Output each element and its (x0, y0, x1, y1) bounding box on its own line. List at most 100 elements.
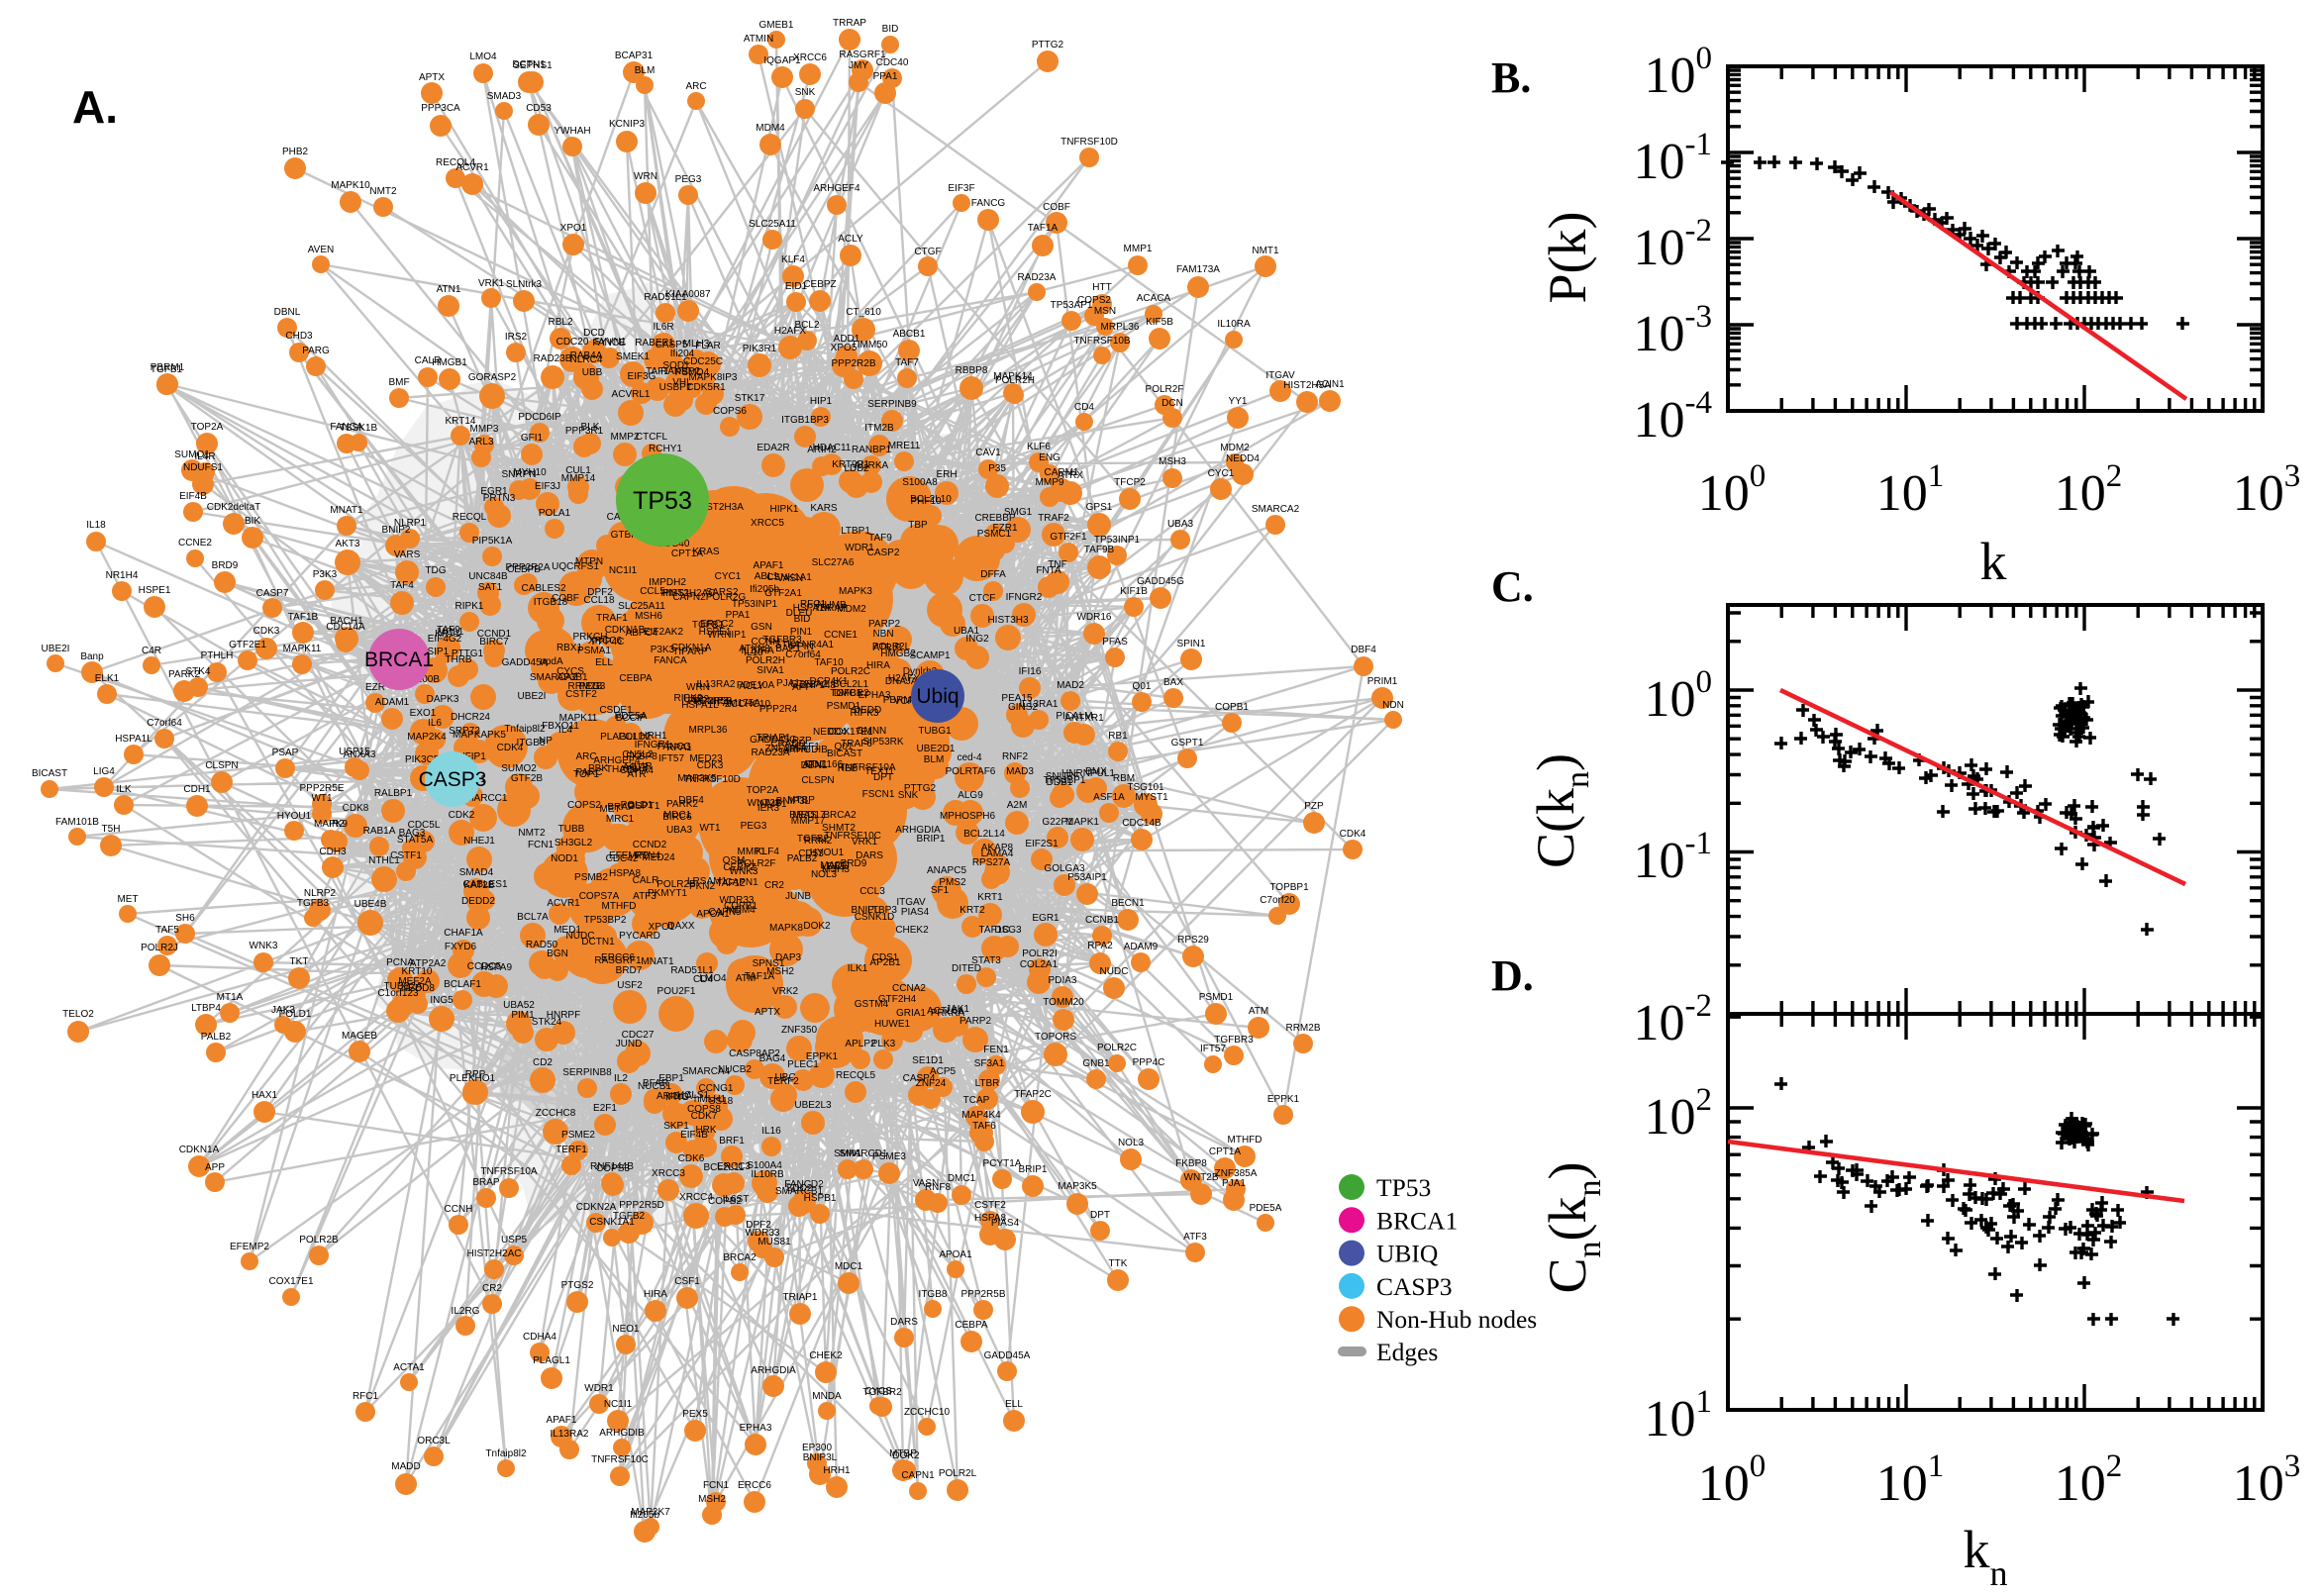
svg-text:npdA: npdA (540, 656, 563, 667)
svg-text:SLC27A6: SLC27A6 (812, 557, 855, 568)
svg-text:PPIN: PPIN (790, 642, 813, 652)
svg-text:EIF4G2: EIF4G2 (428, 634, 462, 645)
svg-text:PIAS4: PIAS4 (991, 1218, 1020, 1229)
svg-text:UBA1: UBA1 (954, 626, 980, 637)
svg-text:COPS2: COPS2 (567, 800, 601, 811)
svg-text:HYOU1: HYOU1 (810, 848, 845, 858)
svg-text:CCNG1: CCNG1 (698, 1083, 733, 1094)
svg-text:COPS2: COPS2 (1077, 295, 1111, 306)
svg-text:AKT3: AKT3 (335, 539, 359, 549)
svg-text:TAF6: TAF6 (972, 1121, 996, 1132)
svg-text:CCNA2: CCNA2 (892, 983, 926, 994)
svg-text:WRNIP1: WRNIP1 (708, 630, 747, 641)
svg-text:BRAP: BRAP (607, 802, 635, 813)
svg-text:POLRTAF6: POLRTAF6 (946, 766, 996, 777)
svg-text:RRM2: RRM2 (804, 836, 833, 847)
svg-text:USP2: USP2 (683, 694, 710, 705)
svg-text:TKT: TKT (290, 956, 309, 967)
svg-text:EGR1: EGR1 (480, 486, 508, 497)
svg-text:MLH3: MLH3 (683, 339, 710, 349)
svg-text:PIM1: PIM1 (511, 1010, 535, 1021)
svg-text:IL4: IL4 (558, 725, 572, 736)
svg-text:KRT9P1: KRT9P1 (832, 459, 869, 470)
svg-text:Ubiq: Ubiq (916, 685, 959, 708)
svg-text:DPT: DPT (873, 772, 893, 783)
svg-text:BAG3: BAG3 (399, 828, 426, 839)
svg-text:ATM: ATM (1249, 1006, 1268, 1017)
svg-text:VARS: VARS (394, 549, 421, 560)
svg-text:CD53: CD53 (798, 848, 824, 859)
svg-text:CN5L2: CN5L2 (622, 749, 654, 760)
svg-text:RFC1: RFC1 (353, 1391, 379, 1402)
svg-text:IFNGR1: IFNGR1 (635, 740, 671, 750)
svg-text:PIK3R1: PIK3R1 (743, 344, 777, 354)
svg-text:HSPE1: HSPE1 (699, 627, 732, 638)
svg-text:UQCRFS1: UQCRFS1 (552, 561, 599, 572)
svg-text:BCL2L14: BCL2L14 (963, 829, 1005, 840)
svg-text:FANCG: FANCG (971, 198, 1006, 209)
svg-text:XRCC3: XRCC3 (652, 1168, 685, 1179)
svg-text:BICAST: BICAST (32, 768, 67, 779)
svg-text:PPP2R2A: PPP2R2A (505, 562, 550, 573)
svg-text:BCCIP: BCCIP (616, 713, 647, 724)
svg-text:MAPK11: MAPK11 (559, 713, 598, 724)
svg-text:ING5: ING5 (430, 995, 454, 1006)
svg-text:KCNIP3: KCNIP3 (693, 696, 730, 707)
svg-text:S100A4: S100A4 (747, 1160, 782, 1171)
svg-text:IFNGR2: IFNGR2 (1006, 592, 1043, 603)
svg-text:MTPN: MTPN (575, 556, 603, 567)
svg-text:RRM2B: RRM2B (567, 681, 602, 692)
svg-text:CT_610: CT_610 (846, 307, 881, 318)
svg-text:BIK: BIK (245, 516, 260, 527)
svg-text:FXYD6: FXYD6 (445, 942, 477, 952)
svg-text:ACTA1: ACTA1 (393, 1362, 425, 1373)
svg-text:RPA2: RPA2 (1087, 941, 1113, 951)
svg-text:STK4: STK4 (185, 666, 210, 677)
svg-text:SMG1: SMG1 (1004, 507, 1033, 518)
svg-text:COPS8: COPS8 (687, 1104, 721, 1115)
svg-text:CYC1: CYC1 (715, 571, 742, 582)
svg-text:Ifi204: Ifi204 (670, 349, 695, 359)
svg-text:IL13RA2: IL13RA2 (697, 679, 736, 690)
svg-text:NMT2: NMT2 (369, 186, 397, 197)
svg-text:IR2: IR2 (329, 819, 345, 830)
svg-text:BLM: BLM (924, 754, 945, 765)
svg-text:ARHGDIA: ARHGDIA (895, 825, 941, 836)
svg-text:FAM173A: FAM173A (1176, 264, 1220, 275)
svg-text:PHF10: PHF10 (910, 496, 942, 507)
svg-text:POLR2L: POLR2L (939, 1468, 977, 1479)
svg-text:IRS2: IRS2 (505, 332, 528, 343)
svg-text:BGN: BGN (547, 948, 568, 959)
svg-text:MCL1: MCL1 (438, 627, 464, 638)
svg-text:TGFB2: TGFB2 (797, 834, 830, 845)
svg-text:CD53: CD53 (526, 103, 552, 114)
svg-text:SF3A1: SF3A1 (974, 1058, 1005, 1069)
svg-text:TAF1C: TAF1C (979, 925, 1010, 936)
svg-text:TDG: TDG (425, 565, 446, 576)
svg-text:KRT1: KRT1 (977, 892, 1003, 903)
svg-text:CYCS: CYCS (864, 1386, 892, 1397)
svg-text:IL2: IL2 (614, 1073, 628, 1084)
svg-text:DCD: DCD (583, 328, 605, 339)
svg-text:PARP2: PARP2 (868, 619, 900, 630)
svg-text:CHAF1A: CHAF1A (444, 928, 483, 939)
svg-text:VASN: VASN (913, 1178, 940, 1189)
svg-text:CDC5L: CDC5L (408, 820, 441, 831)
svg-text:RABEP1: RABEP1 (635, 338, 674, 349)
svg-text:PARP2: PARP2 (960, 1016, 991, 1027)
svg-text:NUCB1: NUCB1 (638, 1081, 671, 1092)
svg-text:MMP9: MMP9 (1036, 477, 1064, 488)
svg-text:BFAR: BFAR (643, 1078, 668, 1089)
svg-text:MUS81: MUS81 (758, 1237, 791, 1247)
svg-text:SIVA1: SIVA1 (757, 665, 784, 676)
svg-text:NEDD4: NEDD4 (813, 727, 847, 738)
svg-text:RBX1: RBX1 (556, 643, 583, 653)
svg-text:SNK: SNK (898, 790, 919, 801)
svg-text:CDHA4: CDHA4 (523, 1332, 556, 1343)
svg-text:UBA3: UBA3 (666, 825, 693, 836)
svg-text:ATF3: ATF3 (633, 891, 656, 902)
svg-text:ADAM1: ADAM1 (375, 697, 410, 708)
svg-text:GPS1: GPS1 (1086, 502, 1113, 513)
svg-text:IL13RA2: IL13RA2 (551, 1429, 589, 1440)
svg-text:VRK2: VRK2 (772, 986, 799, 997)
